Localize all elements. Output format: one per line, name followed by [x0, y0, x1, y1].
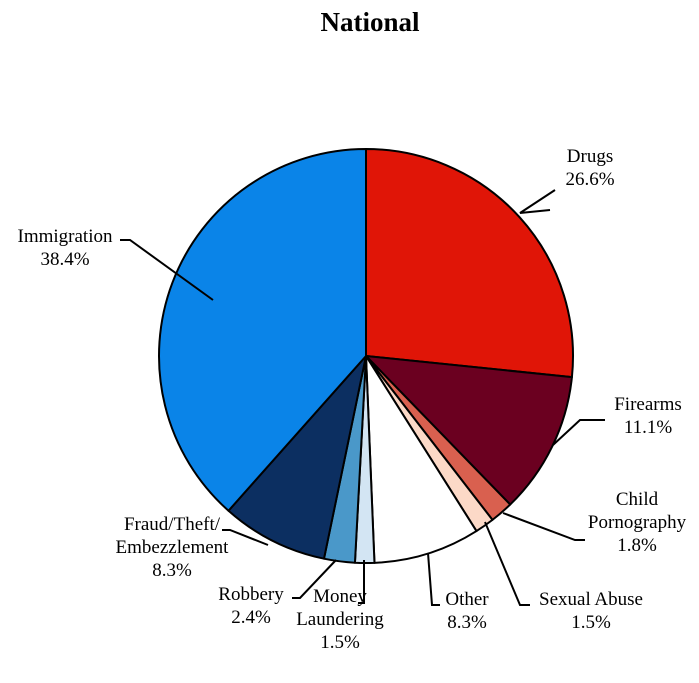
slice-category-label: Money [313, 586, 367, 607]
slice-category-label: Firearms [614, 394, 682, 415]
slice-label: Immigration 38.4% [18, 226, 113, 270]
pie-slice-drugs [365, 148, 574, 379]
slice-label: Other 8.3% [445, 589, 489, 633]
leader-line [519, 189, 556, 214]
slice-value-label: 8.3% [447, 612, 487, 633]
slice-value-label: 8.3% [152, 560, 192, 581]
leader-line [484, 521, 530, 606]
slice-value-label: 1.5% [571, 612, 611, 633]
slice-value-label: 2.4% [231, 607, 271, 628]
slice-category-label: Pornography [588, 512, 687, 533]
slice-category-label: Robbery [218, 584, 284, 605]
slice-label: Drugs 26.6% [565, 146, 614, 190]
slice-category-label: Other [445, 589, 489, 610]
slice-label: Robbery 2.4% [218, 584, 284, 628]
pie-slice-fraud-theft-embezzlement [227, 355, 367, 560]
slice-label: Firearms 11.1% [614, 394, 682, 438]
leader-lines [120, 189, 605, 606]
pie-slices [158, 148, 574, 564]
slice-value-label: 26.6% [565, 169, 614, 190]
slice-category-label: Fraud/Theft/ [124, 514, 221, 535]
leader-line [552, 419, 605, 446]
leader-line [292, 559, 337, 599]
slice-category-label: Drugs [567, 146, 613, 167]
slice-category-label: Immigration [18, 226, 113, 247]
slice-category-label: Child [616, 489, 659, 510]
slice-value-label: 38.4% [40, 249, 89, 270]
slice-labels: Drugs 26.6%Firearms 11.1%Child Pornography 1… [18, 146, 687, 653]
slice-value-label: 11.1% [624, 417, 673, 438]
slice-category-label: Sexual Abuse [539, 589, 643, 610]
leader-line [502, 512, 585, 541]
chart-title: National [320, 7, 420, 37]
slice-label: Fraud/Theft/Embezzlement 8.3% [116, 514, 230, 581]
pie-slice-immigration [158, 148, 367, 512]
leader-line [427, 552, 440, 606]
leader-line [358, 560, 365, 604]
slice-label: Sexual Abuse 1.5% [539, 589, 643, 633]
slice-category-label: Laundering [296, 609, 384, 630]
slice-category-label: Embezzlement [116, 537, 230, 558]
leader-line [120, 239, 214, 301]
slice-label: Money Laundering 1.5% [296, 586, 384, 653]
leader-line [222, 529, 269, 546]
pie-slice-firearms [365, 355, 573, 506]
slice-label: Child Pornography 1.8% [588, 489, 687, 556]
slice-value-label: 1.8% [617, 535, 657, 556]
slice-value-label: 1.5% [320, 632, 360, 653]
